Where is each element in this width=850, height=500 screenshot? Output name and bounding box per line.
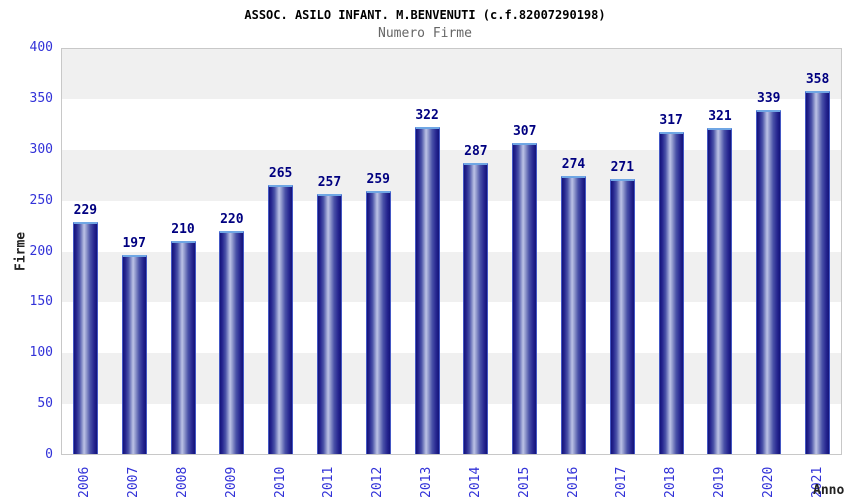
bar-2008: [170, 241, 196, 455]
x-tick-label: 2014: [467, 466, 483, 498]
x-tick-label: 2006: [77, 466, 93, 498]
x-tick-label: 2011: [321, 466, 337, 498]
bar-value-label: 317: [659, 113, 683, 129]
bar-2015: [512, 142, 538, 455]
x-tick-label: 2010: [272, 466, 288, 498]
y-tick-label: 350: [29, 90, 53, 106]
bar-value-label: 210: [171, 222, 195, 238]
bar-2011: [316, 193, 342, 455]
bar-2017: [609, 179, 635, 455]
y-tick-label: 150: [29, 294, 53, 310]
bar-2007: [121, 254, 147, 455]
bar-2013: [414, 127, 440, 455]
chart-subtitle: Numero Firme: [378, 26, 472, 41]
y-tick-label: 400: [29, 40, 53, 55]
y-tick-label: 300: [29, 141, 53, 157]
x-tick-label: 2008: [175, 466, 191, 498]
bar-value-label: 259: [366, 172, 391, 188]
x-tick-label: 2007: [126, 466, 142, 498]
bar-value-label: 274: [561, 157, 586, 173]
y-tick-label: 100: [29, 345, 53, 361]
y-tick-label: 50: [37, 396, 53, 412]
x-tick-label: 2016: [565, 466, 581, 498]
bar-2016: [561, 176, 587, 455]
x-tick-label: 2015: [516, 466, 532, 498]
bar-value-label: 220: [220, 212, 244, 228]
bar-2020: [756, 110, 782, 455]
bar-2014: [463, 162, 489, 455]
bar-2012: [365, 191, 391, 455]
x-tick-label: 2013: [419, 466, 435, 498]
plot-area: 229 197 210 220 265 257 259 322 287 307 274 271 317 3…: [61, 48, 842, 455]
bar-value-label: 339: [757, 91, 781, 107]
bar-value-label: 287: [464, 143, 488, 159]
x-tick-label: 2020: [760, 466, 776, 498]
bar-2021: [805, 90, 831, 455]
x-tick-label: 2012: [370, 466, 386, 498]
chart-title: ASSOC. ASILO INFANT. M.BENVENUTI (c.f.82…: [244, 8, 606, 22]
plot-band: [61, 48, 842, 99]
bar-value-label: 265: [268, 166, 293, 182]
bar-value-label: 271: [610, 160, 635, 176]
bar-value-label: 358: [805, 71, 830, 87]
bar-value-label: 321: [708, 109, 732, 125]
bar-value-label: 197: [122, 235, 146, 251]
bar-2018: [658, 132, 684, 455]
x-tick-label: 2019: [711, 466, 727, 498]
y-tick-label: 0: [45, 447, 53, 462]
x-tick-label: 2017: [614, 466, 630, 498]
x-tick-label: 2009: [223, 466, 239, 498]
bar-2019: [707, 128, 733, 455]
bar-value-label: 257: [317, 174, 342, 190]
bar-2009: [219, 231, 245, 455]
bar-value-label: 322: [415, 108, 439, 124]
bar-2006: [72, 221, 98, 455]
y-tick-label: 200: [29, 243, 53, 259]
y-axis-title: Firme: [13, 231, 29, 272]
y-tick-label: 250: [29, 192, 53, 208]
bar-value-label: 307: [512, 123, 537, 139]
x-tick-label: 2018: [663, 466, 679, 498]
bar-value-label: 229: [73, 202, 98, 218]
x-axis-title: Anno: [813, 483, 845, 498]
bar-2010: [268, 185, 294, 455]
